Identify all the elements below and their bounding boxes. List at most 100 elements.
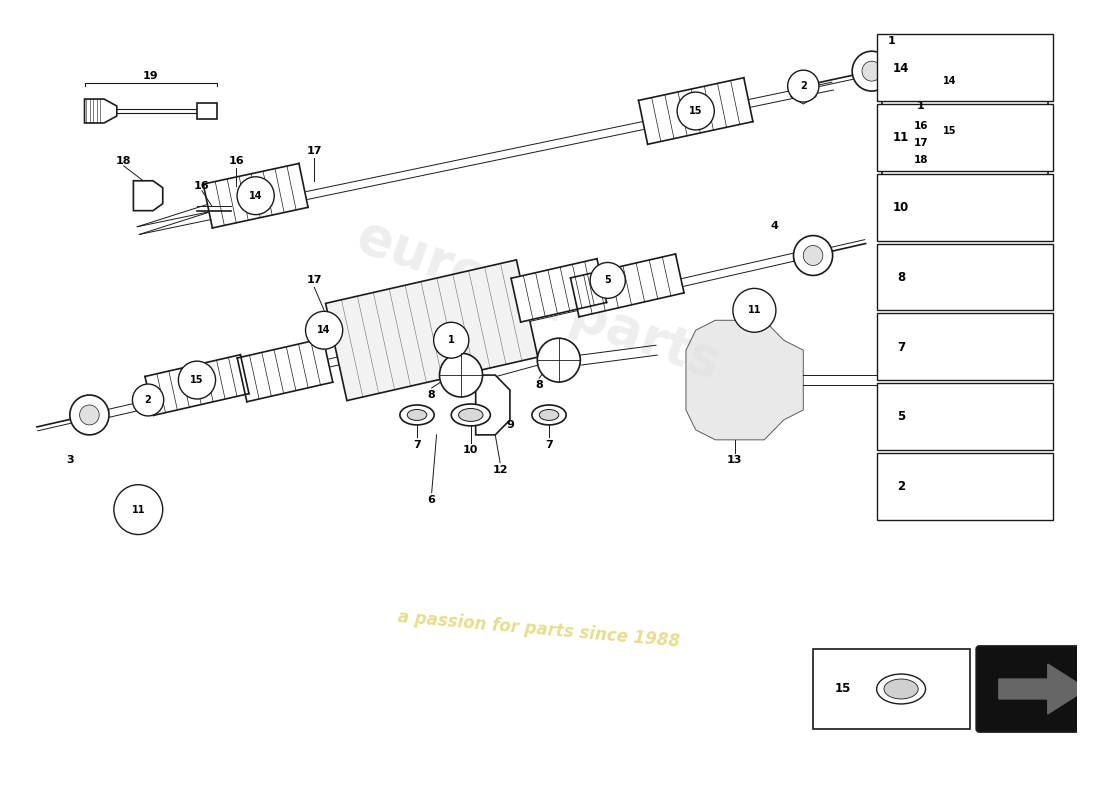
Text: 4: 4 <box>770 221 778 230</box>
Bar <box>813 649 969 729</box>
Circle shape <box>852 51 891 91</box>
Text: 18: 18 <box>116 156 131 166</box>
Text: 14: 14 <box>893 62 910 74</box>
Bar <box>877 104 1053 170</box>
Text: 10: 10 <box>893 201 910 214</box>
Text: 16: 16 <box>194 181 210 190</box>
Text: 7: 7 <box>414 440 421 450</box>
Circle shape <box>178 361 216 399</box>
Bar <box>197 103 217 119</box>
Text: 15: 15 <box>943 126 957 136</box>
Ellipse shape <box>539 410 559 421</box>
Text: 15: 15 <box>834 682 850 695</box>
Text: 422 01: 422 01 <box>1038 682 1097 697</box>
Bar <box>877 453 1053 519</box>
Circle shape <box>238 177 274 214</box>
Polygon shape <box>138 82 834 234</box>
Ellipse shape <box>451 404 491 426</box>
Text: 15: 15 <box>190 375 204 385</box>
Text: 13: 13 <box>727 454 742 465</box>
Text: 11: 11 <box>132 505 145 514</box>
Text: 10: 10 <box>463 445 478 455</box>
Polygon shape <box>85 99 117 123</box>
Text: 5: 5 <box>604 275 612 286</box>
Polygon shape <box>204 163 308 228</box>
Polygon shape <box>791 74 816 104</box>
Text: 17: 17 <box>913 138 928 148</box>
Bar <box>877 174 1053 241</box>
Bar <box>877 383 1053 450</box>
Text: 2: 2 <box>800 81 806 91</box>
Text: 3: 3 <box>66 454 74 465</box>
Circle shape <box>678 92 714 130</box>
Polygon shape <box>571 254 684 317</box>
Bar <box>877 314 1053 380</box>
Text: 18: 18 <box>913 155 928 165</box>
Polygon shape <box>999 664 1087 714</box>
Circle shape <box>433 322 469 358</box>
Text: a passion for parts since 1988: a passion for parts since 1988 <box>397 608 681 650</box>
Circle shape <box>132 384 164 416</box>
Text: 1: 1 <box>448 335 454 346</box>
Polygon shape <box>686 320 803 440</box>
Circle shape <box>590 262 625 298</box>
Circle shape <box>862 61 881 81</box>
Polygon shape <box>326 260 538 401</box>
Polygon shape <box>145 354 249 415</box>
Ellipse shape <box>400 405 434 425</box>
Ellipse shape <box>877 674 925 704</box>
Ellipse shape <box>532 405 566 425</box>
Text: 9: 9 <box>506 420 514 430</box>
Ellipse shape <box>459 409 483 422</box>
Circle shape <box>803 246 823 266</box>
Text: 2: 2 <box>145 395 152 405</box>
Polygon shape <box>475 375 510 435</box>
Text: 16: 16 <box>913 121 928 131</box>
Text: 7: 7 <box>546 440 553 450</box>
Text: 1: 1 <box>888 36 895 46</box>
Polygon shape <box>138 202 218 234</box>
Text: 17: 17 <box>307 146 322 156</box>
Circle shape <box>114 485 163 534</box>
Text: 17: 17 <box>307 275 322 286</box>
Polygon shape <box>580 346 657 365</box>
Circle shape <box>69 395 109 435</box>
Text: 8: 8 <box>428 390 436 400</box>
Text: 14: 14 <box>249 190 263 201</box>
Text: 2: 2 <box>896 480 905 493</box>
Text: 5: 5 <box>896 410 905 423</box>
FancyBboxPatch shape <box>977 646 1100 732</box>
Bar <box>877 243 1053 310</box>
Polygon shape <box>638 78 752 144</box>
Text: 14: 14 <box>943 76 957 86</box>
Text: eurocarparts: eurocarparts <box>350 210 728 390</box>
Polygon shape <box>79 246 824 424</box>
Circle shape <box>537 338 581 382</box>
Circle shape <box>306 311 343 349</box>
Text: 7: 7 <box>896 341 905 354</box>
Circle shape <box>927 58 972 104</box>
Circle shape <box>440 353 483 397</box>
Text: 8: 8 <box>896 271 905 284</box>
Polygon shape <box>884 153 1045 166</box>
Text: 15: 15 <box>689 106 703 116</box>
Text: 11: 11 <box>748 306 761 315</box>
Ellipse shape <box>884 679 918 699</box>
Bar <box>881 91 1048 181</box>
Circle shape <box>79 405 99 425</box>
Text: 19: 19 <box>143 71 158 81</box>
Ellipse shape <box>407 410 427 421</box>
Polygon shape <box>133 181 163 210</box>
Bar <box>877 34 1053 101</box>
Text: 14: 14 <box>318 326 331 335</box>
Text: 16: 16 <box>229 156 244 166</box>
Text: 11: 11 <box>893 131 910 145</box>
Text: 1: 1 <box>916 101 924 111</box>
Polygon shape <box>512 258 606 322</box>
Circle shape <box>793 235 833 275</box>
Polygon shape <box>884 136 1045 149</box>
Text: 8: 8 <box>536 380 543 390</box>
Circle shape <box>788 70 818 102</box>
Polygon shape <box>803 375 891 385</box>
Circle shape <box>927 108 972 154</box>
